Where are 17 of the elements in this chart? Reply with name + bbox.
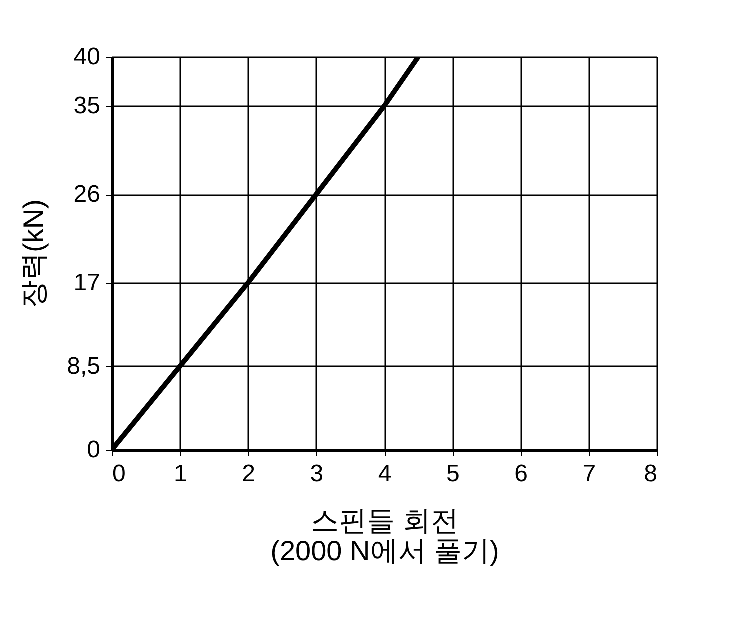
x-tick-label: 7 — [582, 460, 596, 488]
y-axis-title: 장력(kN) — [18, 200, 50, 308]
x-tick-label: 0 — [112, 460, 126, 488]
x-tick-label: 8 — [644, 460, 658, 488]
y-tick-label: 26 — [74, 181, 100, 208]
y-tick-label: 17 — [74, 269, 100, 296]
y-tick-label: 35 — [74, 92, 100, 120]
x-tick-label: 5 — [446, 460, 460, 488]
x-tick-label: 2 — [242, 460, 256, 488]
y-tick-label: 0 — [87, 436, 100, 464]
y-tick-label: 8,5 — [67, 352, 100, 380]
x-tick-label: 3 — [310, 460, 324, 488]
x-tick-label: 6 — [514, 460, 528, 488]
y-tick-label: 40 — [74, 44, 100, 70]
x-tick-label: 1 — [174, 460, 188, 488]
x-tick-label: 4 — [378, 460, 392, 488]
x-axis-title: 스핀들 회전 (2000 N에서 풀기) — [270, 506, 500, 566]
